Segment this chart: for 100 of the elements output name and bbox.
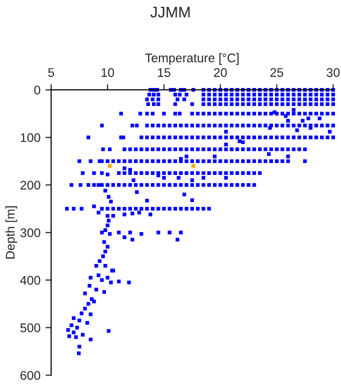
point — [156, 98, 160, 102]
point — [258, 112, 262, 116]
point — [138, 112, 142, 116]
point — [116, 183, 121, 187]
point — [246, 102, 250, 106]
point — [207, 159, 211, 164]
point — [230, 171, 234, 175]
x-tick-label: 10 — [102, 68, 114, 77]
point — [235, 136, 240, 140]
point — [162, 112, 166, 116]
point — [292, 102, 296, 106]
point — [286, 92, 290, 96]
point — [230, 98, 234, 102]
point — [235, 171, 240, 175]
point — [230, 183, 234, 187]
point — [212, 183, 217, 187]
point — [184, 159, 188, 164]
point — [202, 136, 206, 140]
point — [100, 159, 104, 164]
point — [230, 102, 234, 106]
point — [156, 102, 160, 106]
point — [252, 124, 256, 128]
point — [230, 124, 234, 128]
point — [292, 92, 296, 96]
point — [246, 112, 250, 116]
point — [176, 98, 180, 102]
point — [241, 98, 245, 102]
point — [314, 98, 318, 102]
point — [150, 147, 155, 152]
point — [78, 159, 82, 164]
point — [320, 92, 324, 96]
point — [119, 112, 123, 116]
point — [156, 124, 160, 128]
point — [252, 183, 256, 187]
point — [184, 147, 188, 152]
point — [162, 206, 166, 211]
point — [202, 183, 206, 187]
point — [190, 102, 194, 106]
point — [286, 136, 290, 140]
point — [308, 92, 312, 96]
point — [241, 92, 245, 96]
point — [218, 171, 222, 175]
point — [292, 136, 296, 140]
point — [252, 147, 256, 152]
point — [184, 92, 188, 96]
point — [111, 159, 116, 164]
point — [314, 124, 318, 128]
point — [224, 171, 228, 175]
point — [111, 206, 116, 211]
point — [274, 124, 279, 128]
point — [70, 183, 74, 187]
point — [286, 147, 290, 152]
point — [326, 92, 330, 96]
point — [212, 124, 217, 128]
point — [218, 136, 222, 140]
point — [150, 171, 155, 175]
point — [173, 183, 178, 187]
point — [314, 112, 318, 116]
point — [100, 183, 104, 187]
point — [280, 124, 284, 128]
point — [286, 159, 290, 164]
point — [264, 102, 268, 106]
point — [297, 92, 302, 96]
point — [190, 112, 194, 116]
point — [303, 136, 307, 140]
point — [286, 98, 290, 102]
point — [88, 159, 92, 164]
point — [241, 159, 245, 164]
point — [190, 183, 194, 187]
point — [128, 159, 132, 164]
point — [156, 136, 160, 140]
point — [140, 171, 144, 175]
point — [212, 98, 217, 102]
point — [308, 98, 312, 102]
point — [326, 124, 330, 128]
point — [78, 183, 82, 187]
point — [235, 98, 240, 102]
point — [269, 92, 273, 96]
point — [108, 164, 112, 168]
point — [179, 206, 183, 211]
point — [178, 92, 182, 96]
point — [207, 136, 211, 140]
point — [218, 159, 222, 164]
point — [156, 92, 160, 96]
point — [202, 98, 206, 102]
point — [326, 112, 330, 116]
point — [241, 124, 245, 128]
point — [145, 136, 149, 140]
point — [190, 136, 194, 140]
point — [280, 92, 284, 96]
point — [269, 136, 273, 140]
point — [168, 136, 172, 140]
point — [241, 183, 245, 187]
point — [202, 124, 206, 128]
point — [230, 136, 234, 140]
point — [280, 102, 284, 106]
point — [184, 206, 188, 211]
point — [264, 124, 268, 128]
point — [202, 112, 206, 116]
point — [303, 147, 307, 152]
